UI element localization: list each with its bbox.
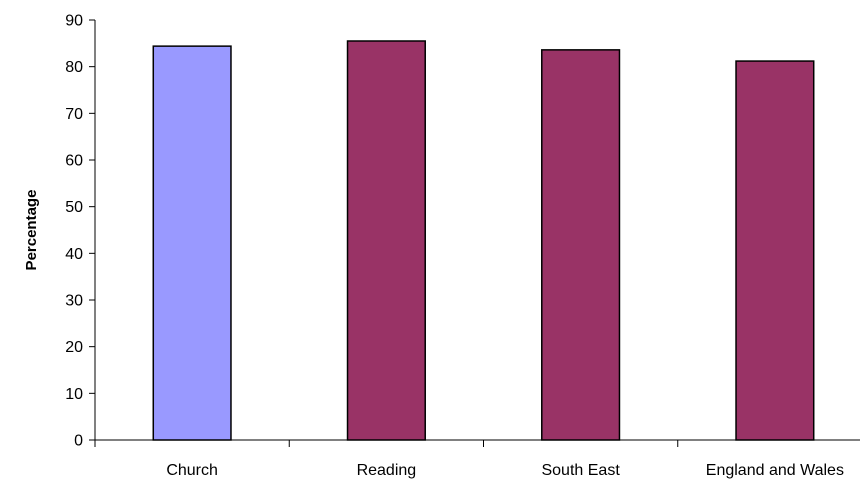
y-tick-label: 40	[65, 246, 83, 263]
y-tick-label: 90	[65, 13, 83, 30]
y-tick-label: 70	[65, 106, 83, 123]
x-tick-label: Reading	[357, 462, 417, 479]
bar-reading	[346, 40, 426, 441]
x-axis: Church Reading South East England and Wales	[94, 439, 860, 479]
y-tick-label: 50	[65, 199, 83, 216]
y-tick-label: 30	[65, 293, 83, 310]
bar-england-and-wales	[735, 60, 815, 441]
y-tick-label: 80	[65, 59, 83, 76]
x-tick-label: England and Wales	[706, 462, 844, 479]
y-axis: 0 10 20 30 40 50 60 70 80 90	[65, 13, 96, 450]
bars	[152, 40, 815, 441]
x-tick-label: Church	[166, 462, 218, 479]
y-tick-label: 20	[65, 339, 83, 356]
y-tick-label: 10	[65, 386, 83, 403]
y-tick-label: 60	[65, 153, 83, 170]
y-tick-label: 0	[74, 433, 83, 450]
bar-church	[152, 45, 232, 441]
y-axis-title: Percentage	[23, 190, 40, 271]
bar-south-east	[541, 49, 621, 441]
x-tick-label: South East	[541, 462, 620, 479]
